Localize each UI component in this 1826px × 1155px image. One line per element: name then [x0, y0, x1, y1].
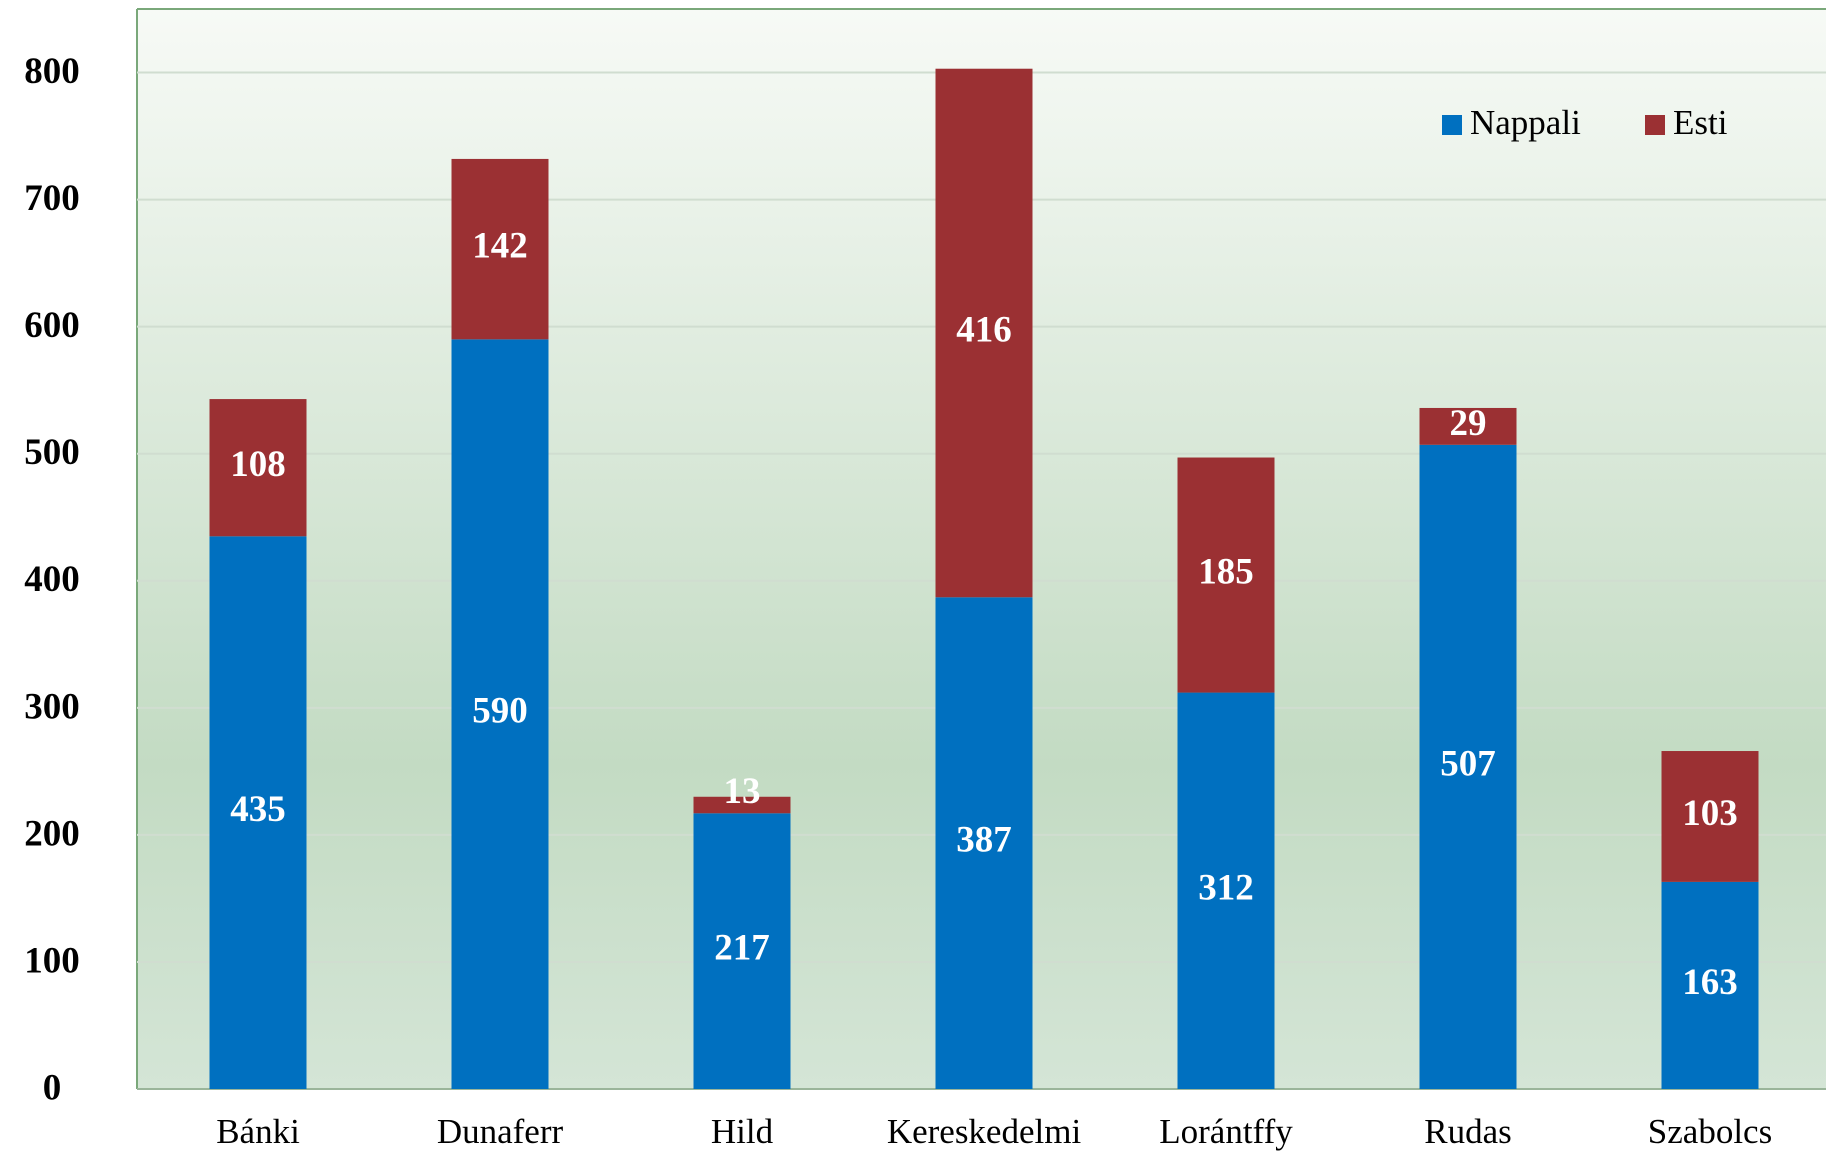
y-tick-label: 100 — [24, 940, 80, 981]
bar-segment — [1661, 751, 1759, 882]
data-label: 590 — [472, 691, 528, 732]
y-tick-label: 700 — [24, 178, 80, 219]
data-label: 416 — [956, 309, 1012, 350]
x-tick-label: Szabolcs — [1648, 1112, 1772, 1151]
bar-segment — [209, 536, 307, 1089]
x-tick-label: Rudas — [1424, 1112, 1512, 1151]
bar-segment — [1177, 692, 1275, 1089]
x-tick-label: Kereskedelmi — [887, 1112, 1082, 1151]
data-label: 142 — [472, 226, 528, 267]
bar-segment — [935, 68, 1033, 598]
legend-swatch — [1645, 115, 1665, 135]
bar-segment — [935, 597, 1033, 1089]
legend-label: Esti — [1673, 103, 1728, 142]
bar-segment — [451, 339, 549, 1090]
y-tick-label: 0 — [43, 1067, 62, 1108]
legend-swatch — [1442, 115, 1462, 135]
bar-segment — [693, 796, 791, 814]
y-tick-label: 200 — [24, 813, 80, 854]
bar-segment — [451, 158, 549, 340]
data-label: 312 — [1198, 867, 1254, 908]
y-tick-label: 400 — [24, 559, 80, 600]
data-label: 185 — [1198, 552, 1254, 593]
x-tick-label: Hild — [711, 1112, 774, 1151]
bar-segment — [1419, 444, 1517, 1089]
data-label: 435 — [230, 789, 286, 830]
legend-label: Nappali — [1470, 103, 1581, 142]
data-label: 387 — [956, 820, 1012, 861]
bar-segment — [1661, 881, 1759, 1089]
data-label: 507 — [1440, 743, 1496, 784]
y-tick-label: 300 — [24, 686, 80, 727]
data-label: 217 — [714, 928, 770, 969]
data-label: 103 — [1682, 793, 1738, 834]
data-label: 108 — [230, 444, 286, 485]
y-tick-label: 800 — [24, 51, 80, 92]
bar-segment — [693, 813, 791, 1089]
x-tick-label: Lorántffy — [1159, 1112, 1293, 1151]
data-label: 163 — [1682, 962, 1738, 1003]
x-tick-label: Bánki — [216, 1112, 300, 1151]
bar-segment — [1419, 407, 1517, 445]
bar-segment — [1177, 457, 1275, 693]
data-label: 29 — [1450, 403, 1487, 444]
x-tick-label: Dunaferr — [437, 1112, 564, 1151]
bar-segment — [209, 399, 307, 537]
y-tick-label: 600 — [24, 305, 80, 346]
y-tick-label: 500 — [24, 432, 80, 473]
data-label: 13 — [724, 771, 761, 812]
